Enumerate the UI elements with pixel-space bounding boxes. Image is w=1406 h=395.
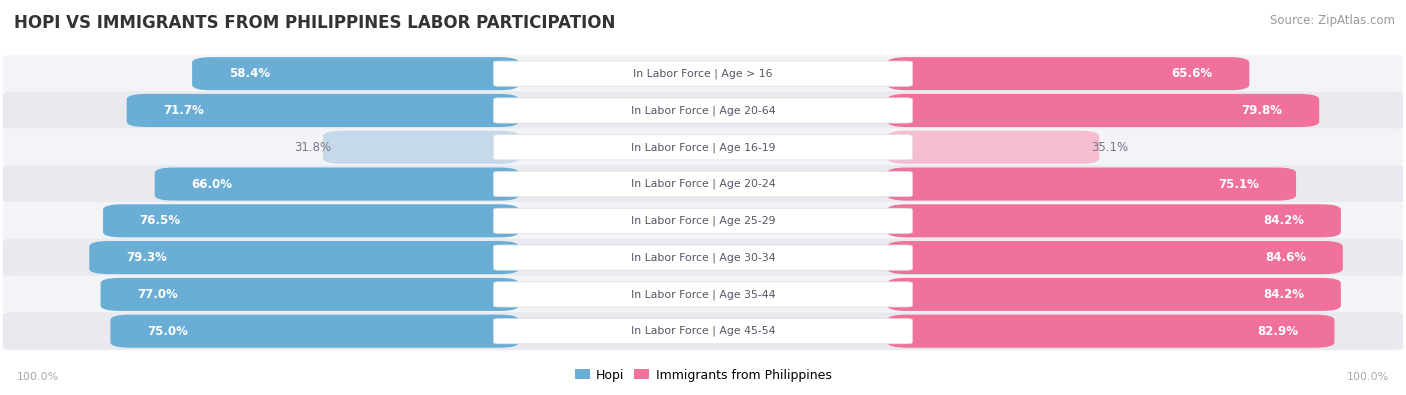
FancyBboxPatch shape xyxy=(887,57,1250,90)
FancyBboxPatch shape xyxy=(494,135,912,160)
Text: 35.1%: 35.1% xyxy=(1091,141,1128,154)
Text: In Labor Force | Age 20-24: In Labor Force | Age 20-24 xyxy=(631,179,775,189)
FancyBboxPatch shape xyxy=(887,315,1334,348)
Text: 82.9%: 82.9% xyxy=(1257,325,1298,338)
FancyBboxPatch shape xyxy=(127,94,519,127)
Text: 75.0%: 75.0% xyxy=(148,325,188,338)
FancyBboxPatch shape xyxy=(3,275,1403,313)
Text: 79.8%: 79.8% xyxy=(1241,104,1282,117)
FancyBboxPatch shape xyxy=(3,312,1403,350)
FancyBboxPatch shape xyxy=(494,171,912,197)
FancyBboxPatch shape xyxy=(3,202,1403,240)
FancyBboxPatch shape xyxy=(3,128,1403,166)
Text: In Labor Force | Age 30-34: In Labor Force | Age 30-34 xyxy=(631,252,775,263)
FancyBboxPatch shape xyxy=(494,61,912,86)
Text: 84.6%: 84.6% xyxy=(1265,251,1306,264)
FancyBboxPatch shape xyxy=(323,131,519,164)
Text: In Labor Force | Age 25-29: In Labor Force | Age 25-29 xyxy=(631,216,775,226)
Legend: Hopi, Immigrants from Philippines: Hopi, Immigrants from Philippines xyxy=(569,364,837,387)
Text: In Labor Force | Age 35-44: In Labor Force | Age 35-44 xyxy=(631,289,775,300)
FancyBboxPatch shape xyxy=(89,241,519,274)
Text: 100.0%: 100.0% xyxy=(17,372,59,382)
Text: In Labor Force | Age 20-64: In Labor Force | Age 20-64 xyxy=(631,105,775,116)
Text: In Labor Force | Age 45-54: In Labor Force | Age 45-54 xyxy=(631,326,775,337)
Text: HOPI VS IMMIGRANTS FROM PHILIPPINES LABOR PARTICIPATION: HOPI VS IMMIGRANTS FROM PHILIPPINES LABO… xyxy=(14,14,616,32)
FancyBboxPatch shape xyxy=(887,167,1296,201)
FancyBboxPatch shape xyxy=(887,241,1343,274)
FancyBboxPatch shape xyxy=(155,167,519,201)
Text: 58.4%: 58.4% xyxy=(229,67,270,80)
Text: 77.0%: 77.0% xyxy=(138,288,177,301)
FancyBboxPatch shape xyxy=(887,278,1341,311)
FancyBboxPatch shape xyxy=(494,318,912,344)
FancyBboxPatch shape xyxy=(193,57,519,90)
Text: 84.2%: 84.2% xyxy=(1264,214,1305,228)
FancyBboxPatch shape xyxy=(887,131,1099,164)
FancyBboxPatch shape xyxy=(3,92,1403,130)
FancyBboxPatch shape xyxy=(494,98,912,123)
Text: 100.0%: 100.0% xyxy=(1347,372,1389,382)
Text: 76.5%: 76.5% xyxy=(139,214,180,228)
FancyBboxPatch shape xyxy=(101,278,519,311)
Text: In Labor Force | Age 16-19: In Labor Force | Age 16-19 xyxy=(631,142,775,152)
FancyBboxPatch shape xyxy=(494,245,912,270)
FancyBboxPatch shape xyxy=(3,239,1403,276)
FancyBboxPatch shape xyxy=(103,204,519,237)
FancyBboxPatch shape xyxy=(111,315,519,348)
Text: In Labor Force | Age > 16: In Labor Force | Age > 16 xyxy=(633,68,773,79)
Text: 65.6%: 65.6% xyxy=(1171,67,1213,80)
Text: Source: ZipAtlas.com: Source: ZipAtlas.com xyxy=(1270,14,1395,27)
FancyBboxPatch shape xyxy=(494,282,912,307)
Text: 79.3%: 79.3% xyxy=(125,251,167,264)
Text: 71.7%: 71.7% xyxy=(163,104,204,117)
FancyBboxPatch shape xyxy=(3,165,1403,203)
Text: 66.0%: 66.0% xyxy=(191,177,232,190)
FancyBboxPatch shape xyxy=(887,94,1319,127)
FancyBboxPatch shape xyxy=(3,55,1403,92)
Text: 75.1%: 75.1% xyxy=(1219,177,1260,190)
FancyBboxPatch shape xyxy=(494,208,912,233)
Text: 31.8%: 31.8% xyxy=(294,141,332,154)
FancyBboxPatch shape xyxy=(887,204,1341,237)
Text: 84.2%: 84.2% xyxy=(1264,288,1305,301)
